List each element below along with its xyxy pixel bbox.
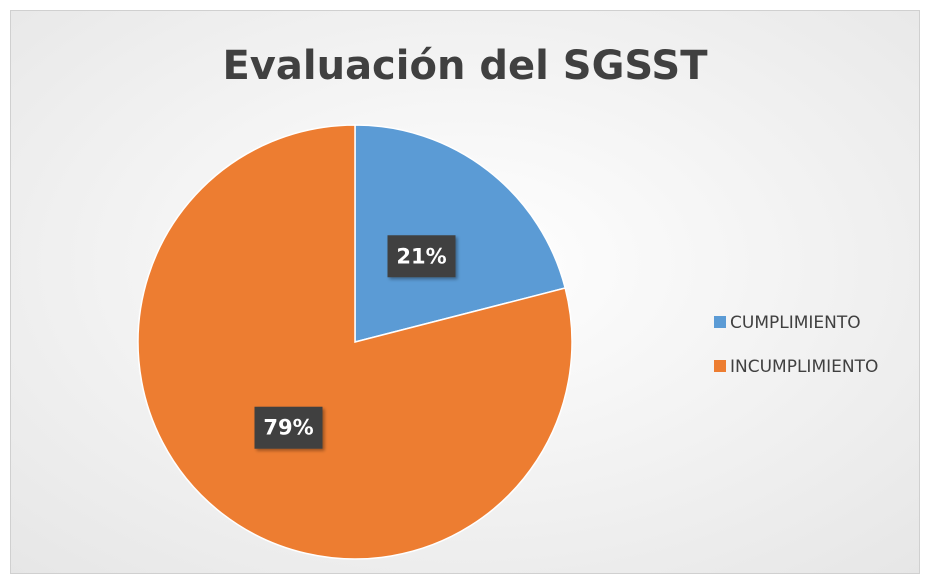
- pie-slice: [354, 124, 567, 343]
- data-label-box: [387, 235, 456, 278]
- data-label: 79%: [263, 416, 313, 440]
- data-labels: 21% 79%: [254, 235, 456, 449]
- pie-slice: [137, 124, 573, 560]
- pie: [137, 124, 573, 560]
- legend-label: CUMPLIMIENTO: [730, 313, 861, 333]
- legend-label: INCUMPLIMIENTO: [730, 357, 878, 377]
- data-label-box: [254, 406, 323, 449]
- legend: CUMPLIMIENTO INCUMPLIMIENTO: [714, 313, 878, 377]
- data-label: 21%: [396, 244, 446, 268]
- chart-title: Evaluación del SGSST: [222, 43, 708, 89]
- legend-swatch: [714, 316, 726, 328]
- legend-swatch: [714, 360, 726, 372]
